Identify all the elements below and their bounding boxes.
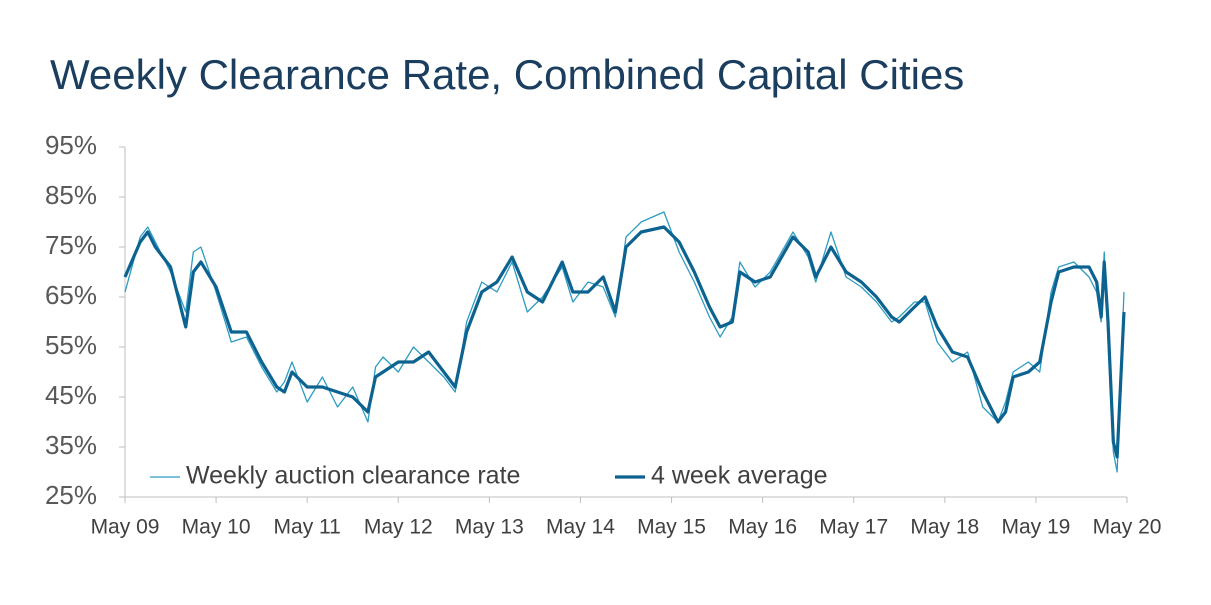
x-tick-label: May 10 [182, 516, 251, 539]
x-tick-label: May 17 [819, 516, 888, 539]
y-tick-label: 95% [45, 130, 97, 160]
series-line [123, 225, 1126, 459]
y-tick-label: 35% [45, 430, 97, 460]
y-tick-label: 25% [45, 480, 97, 510]
x-tick-label: May 15 [637, 516, 706, 539]
x-tick-label: May 16 [728, 516, 797, 539]
y-tick-label: 45% [45, 380, 97, 410]
x-tick-label: May 13 [455, 516, 524, 539]
x-tick-label: May 09 [91, 516, 160, 539]
legend-label: Weekly auction clearance rate [186, 462, 520, 490]
x-tick-label: May 18 [910, 516, 979, 539]
x-tick-label: May 14 [546, 516, 615, 539]
x-tick-label: May 11 [274, 516, 341, 539]
x-tick-label: May 20 [1093, 516, 1162, 539]
y-tick-label: 85% [45, 180, 97, 210]
x-tick-label: May 12 [364, 516, 433, 539]
y-tick-label: 65% [45, 280, 97, 310]
chart-title: Weekly Clearance Rate, Combined Capital … [50, 51, 964, 98]
y-tick-label: 75% [45, 230, 97, 260]
legend-label: 4 week average [651, 462, 828, 490]
y-tick-label: 55% [45, 330, 97, 360]
x-tick-label: May 19 [1001, 516, 1070, 539]
